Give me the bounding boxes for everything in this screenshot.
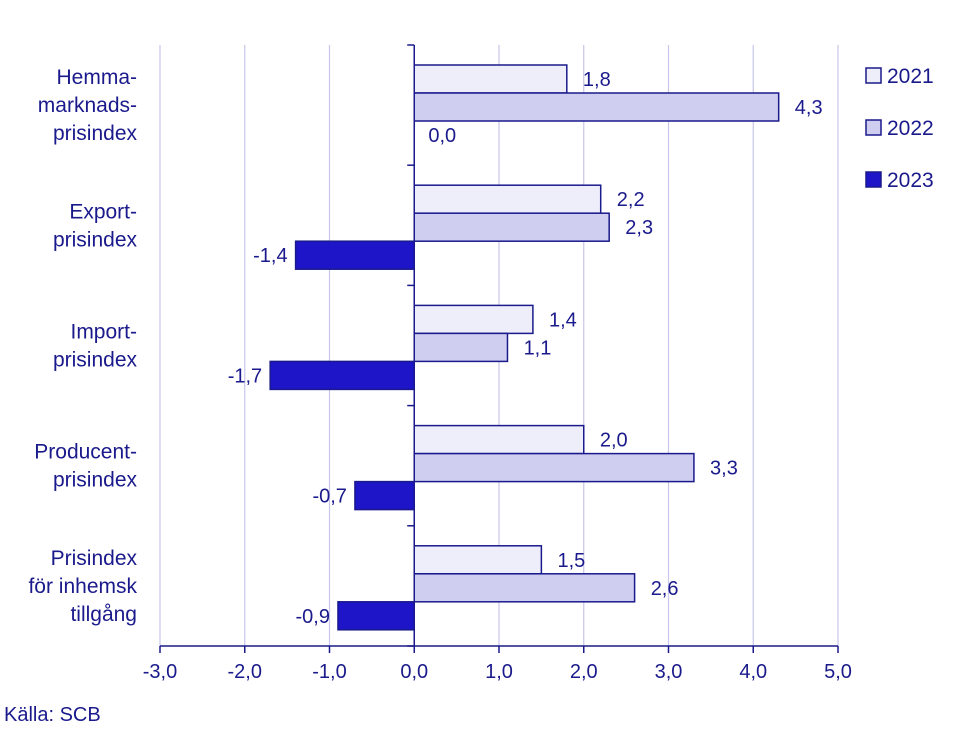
x-tick-label: -3,0	[143, 661, 177, 683]
legend-swatch-2023	[865, 171, 882, 188]
x-tick-label: 0,0	[400, 661, 428, 683]
bar-2023	[337, 601, 416, 631]
bar-2022	[413, 92, 780, 122]
x-tick-label: -2,0	[228, 661, 262, 683]
x-tick-label: 5,0	[824, 661, 852, 683]
value-label-2022: 1,1	[524, 337, 552, 359]
category-label-line: prisindex	[53, 349, 138, 372]
value-label-2021: 2,2	[617, 189, 645, 211]
bar-2022	[413, 212, 610, 242]
bar-2023	[269, 360, 415, 391]
value-label-2022: 2,3	[625, 217, 653, 239]
bar-2021	[413, 304, 534, 335]
value-label-2023: 0,0	[428, 125, 456, 147]
legend: 2021 2022 2023	[865, 65, 934, 192]
category-label-line: Prisindex	[51, 547, 138, 570]
value-label-2022: 2,6	[651, 578, 679, 600]
bar-2021	[413, 545, 543, 575]
legend-label-2021: 2021	[887, 65, 934, 88]
x-tick-labels: -3,0 -2,0 -1,0 0,0 1,0 2,0 3,0 4,0 5,0	[143, 661, 852, 683]
category-labels: Hemma-marknads-prisindexExport-prisindex…	[28, 66, 137, 626]
category-label-line: prisindex	[53, 122, 138, 145]
category-label: Prisindex för inhemsk tillgång	[28, 547, 137, 626]
x-tick-label: 2,0	[570, 661, 598, 683]
category-label-line: Import-	[70, 321, 137, 344]
bar-2023	[294, 240, 416, 270]
value-label-2023: -0,9	[296, 606, 330, 628]
category-label-line: prisindex	[53, 228, 138, 251]
axes	[159, 44, 839, 653]
grid-lines	[159, 45, 839, 646]
category-label-line: tillgång	[70, 603, 137, 626]
category-label-line: Hemma-	[56, 66, 137, 89]
bar-2022	[413, 573, 636, 603]
value-label-2022: 3,3	[710, 458, 738, 480]
bar-2021	[413, 184, 602, 214]
category-label-line: prisindex	[53, 469, 138, 492]
category-label-line: för inhemsk	[28, 575, 137, 598]
bar-2023	[354, 480, 415, 511]
value-labels: 1,8 4,3 0,0 2,2 2,3 -1,4 1,4 1,1 -1,7 2,0 3,3 -0,7 1…	[228, 69, 823, 628]
legend-swatch-2022	[865, 119, 882, 136]
category-label: Hemma-marknads-prisindex	[38, 66, 138, 145]
value-label-2021: 1,8	[583, 69, 611, 91]
bar-2022	[413, 332, 509, 363]
bar-2022	[413, 452, 695, 483]
value-label-2021: 1,5	[557, 550, 585, 572]
category-label-line: marknads-	[38, 94, 137, 117]
bar-2021	[413, 64, 568, 94]
x-tick-label: 3,0	[655, 661, 683, 683]
bar-2021	[413, 424, 585, 455]
category-label-line: Producent-	[34, 441, 137, 464]
legend-label-2022: 2022	[887, 117, 934, 140]
legend-label-2023: 2023	[887, 169, 934, 192]
category-label: Import-prisindex	[53, 321, 138, 372]
x-tick-label: -1,0	[312, 661, 346, 683]
value-label-2023: -1,4	[253, 245, 287, 267]
x-tick-label: 4,0	[739, 661, 767, 683]
value-label-2023: -1,7	[228, 365, 262, 387]
bars	[269, 64, 780, 631]
value-label-2022: 4,3	[795, 97, 823, 119]
legend-swatch-2021	[865, 67, 882, 84]
source-note: Källa: SCB	[4, 704, 101, 726]
category-label: Export-prisindex	[53, 200, 138, 251]
value-label-2021: 2,0	[600, 430, 628, 452]
category-label: Producent-prisindex	[34, 441, 137, 492]
value-label-2023: -0,7	[312, 486, 346, 508]
x-tick-label: 1,0	[485, 661, 513, 683]
value-label-2021: 1,4	[549, 309, 577, 331]
category-label-line: Export-	[69, 200, 137, 223]
